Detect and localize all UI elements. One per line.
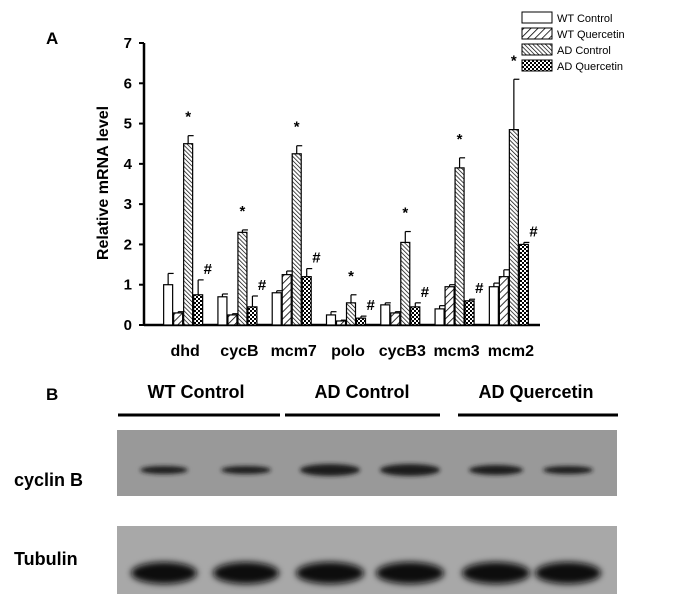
error-bars bbox=[167, 78, 530, 321]
significance-star: * bbox=[511, 52, 517, 69]
y-tick-label: 6 bbox=[124, 75, 132, 92]
bar bbox=[173, 312, 184, 326]
blot-band bbox=[131, 562, 197, 584]
significance-hash: # bbox=[367, 297, 376, 314]
y-tick-label: 0 bbox=[124, 317, 132, 334]
significance-star: * bbox=[348, 268, 354, 285]
legend-swatch bbox=[521, 11, 553, 24]
y-axis-label: Relative mRNA level bbox=[95, 106, 112, 260]
bar bbox=[488, 286, 499, 326]
bar bbox=[301, 276, 312, 326]
bar bbox=[271, 292, 282, 326]
bar bbox=[193, 294, 204, 326]
legend-swatch bbox=[521, 27, 553, 40]
panel-b-label: B bbox=[46, 385, 58, 404]
blot-band bbox=[140, 466, 188, 474]
bar bbox=[163, 284, 174, 326]
y-tick-labels: 0 1 2 3 4 5 6 7 bbox=[124, 35, 133, 334]
legend-swatch bbox=[521, 43, 553, 56]
legend-label: WT Control bbox=[557, 13, 612, 25]
blot-band bbox=[221, 466, 271, 474]
legend-label: AD Quercetin bbox=[557, 61, 623, 73]
blot-group-label: WT Control bbox=[148, 382, 245, 402]
significance-hash: # bbox=[475, 280, 484, 297]
bar bbox=[390, 312, 401, 326]
bar bbox=[291, 153, 302, 326]
blot-row-label: Tubulin bbox=[14, 549, 78, 569]
blot-group-label: AD Quercetin bbox=[478, 382, 593, 402]
bar bbox=[217, 296, 228, 326]
bar bbox=[508, 129, 519, 326]
y-tick-label: 7 bbox=[124, 35, 132, 52]
bar bbox=[444, 286, 455, 326]
blot-membrane bbox=[117, 526, 617, 594]
blot-group-label: AD Control bbox=[315, 382, 410, 402]
legend-swatch bbox=[521, 59, 553, 72]
y-tick-label: 3 bbox=[124, 196, 132, 213]
bar bbox=[325, 314, 337, 326]
blot-membrane bbox=[117, 430, 617, 496]
blot-band bbox=[213, 562, 279, 584]
bar bbox=[454, 167, 465, 326]
bar bbox=[518, 243, 529, 326]
bar bbox=[355, 317, 367, 326]
category-label: dhd bbox=[170, 343, 199, 360]
y-tick-label: 4 bbox=[124, 156, 133, 173]
bar bbox=[281, 274, 292, 326]
bar bbox=[464, 300, 475, 326]
category-label: mcm7 bbox=[271, 343, 317, 360]
category-label: cycB3 bbox=[379, 343, 426, 360]
legend-label: AD Control bbox=[557, 45, 611, 57]
significance-star: * bbox=[185, 109, 191, 126]
category-label: polo bbox=[331, 343, 365, 360]
category-label: mcm3 bbox=[433, 343, 479, 360]
blot-band bbox=[535, 562, 601, 584]
category-label: mcm2 bbox=[488, 343, 534, 360]
significance-star: * bbox=[457, 131, 463, 148]
significance-star: * bbox=[402, 205, 408, 222]
bar bbox=[434, 308, 445, 326]
significance-star: * bbox=[240, 203, 246, 220]
bar bbox=[237, 231, 248, 326]
y-tick-label: 5 bbox=[124, 116, 132, 133]
western-blot: WT Control AD Control AD Quercetin cyclin B… bbox=[14, 382, 618, 594]
blot-band bbox=[300, 464, 360, 476]
chart-bars bbox=[163, 129, 529, 326]
blot-band bbox=[380, 464, 440, 476]
bar bbox=[345, 302, 357, 326]
significance-hash: # bbox=[529, 223, 538, 240]
significance-hash: # bbox=[258, 277, 267, 294]
blot-band bbox=[462, 562, 530, 584]
bar bbox=[227, 314, 238, 326]
significance-hash: # bbox=[204, 261, 213, 278]
significance-marks: * # * # * # * # * # * # * # bbox=[185, 52, 538, 314]
blot-band bbox=[469, 465, 523, 475]
blot-row-label: cyclin B bbox=[14, 470, 83, 490]
bar bbox=[335, 320, 347, 326]
bar bbox=[498, 276, 509, 326]
y-tick-label: 1 bbox=[124, 277, 132, 294]
bar bbox=[410, 306, 421, 326]
bar bbox=[183, 143, 194, 326]
blot-band bbox=[543, 466, 593, 474]
y-tick-label: 2 bbox=[124, 236, 132, 253]
significance-hash: # bbox=[312, 250, 321, 267]
x-category-labels: dhd cycB mcm7 polo cycB3 mcm3 mcm2 bbox=[170, 343, 534, 360]
bar bbox=[380, 304, 391, 326]
category-label: cycB bbox=[220, 343, 258, 360]
blot-band bbox=[376, 562, 444, 584]
legend-label: WT Quercetin bbox=[557, 29, 625, 41]
legend: WT Control WT Quercetin AD Control AD Querc… bbox=[521, 11, 625, 73]
bar bbox=[247, 306, 258, 326]
significance-star: * bbox=[294, 119, 300, 136]
blot-band bbox=[296, 562, 364, 584]
panel-a-label: A bbox=[46, 29, 58, 48]
bar bbox=[400, 241, 411, 326]
significance-hash: # bbox=[421, 284, 430, 301]
